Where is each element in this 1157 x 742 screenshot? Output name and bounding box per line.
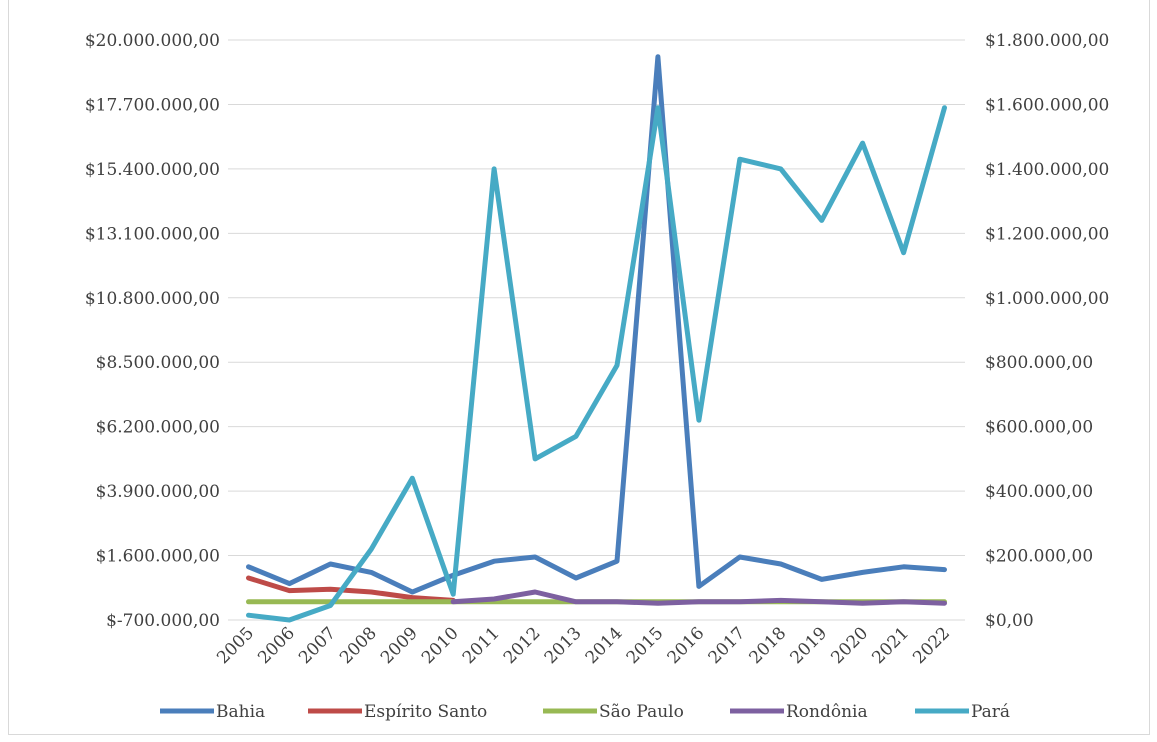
series-line-Pará (246, 105, 947, 623)
right-axis-tick-label: $1.000.000,00 (985, 289, 1109, 309)
x-axis-tick-label: 2008 (336, 623, 381, 668)
left-axis-tick-label: $20.000.000,00 (85, 31, 220, 51)
legend: Bahia Espírito Santo São Paulo Rondônia Pará (160, 702, 1010, 722)
left-axis-tick-label: $17.700.000,00 (85, 95, 220, 115)
right-axis-tick-label: $1.200.000,00 (985, 224, 1109, 244)
series-line-Rondônia (450, 589, 947, 606)
x-axis-tick-label: 2020 (827, 623, 872, 668)
chart-frame (8, 0, 1150, 735)
x-axis-tick-label: 2017 (705, 623, 750, 668)
x-axis-tick-label: 2011 (459, 623, 504, 668)
legend-label: Espírito Santo (364, 702, 487, 722)
x-axis-tick-label: 2014 (582, 623, 627, 668)
left-axis-tick-label: $13.100.000,00 (85, 224, 220, 244)
series-lines (246, 54, 947, 623)
x-axis-tick-label: 2018 (746, 623, 791, 668)
x-axis-tick-label: 2013 (541, 623, 586, 668)
left-axis-tick-label: $1.600.000,00 (96, 547, 220, 567)
left-axis-tick-label: $10.800.000,00 (85, 289, 220, 309)
series-line-Espírito Santo (246, 575, 456, 603)
right-axis-tick-label: $600.000,00 (985, 418, 1093, 438)
x-axis-tick-label: 2007 (295, 623, 340, 668)
legend-label: Rondônia (786, 702, 868, 722)
left-axis-tick-label: $8.500.000,00 (96, 353, 220, 373)
x-axis-tick-label: 2010 (418, 623, 463, 668)
right-axis-tick-label: $800.000,00 (985, 353, 1093, 373)
x-axis-tick-label: 2022 (909, 623, 954, 668)
right-axis-tick-label: $1.400.000,00 (985, 160, 1109, 180)
x-axis-tick-label: 2015 (623, 623, 668, 668)
left-axis-tick-label: $15.400.000,00 (85, 160, 220, 180)
legend-label: Bahia (216, 702, 265, 722)
right-axis-tick-label: $1.800.000,00 (985, 31, 1109, 51)
gridlines (228, 39, 965, 621)
x-axis-tick-label: 2016 (664, 623, 709, 668)
legend-label: Pará (971, 702, 1010, 722)
left-axis-tick-label: $3.900.000,00 (96, 482, 220, 502)
x-axis-tick-label: 2012 (500, 623, 545, 668)
right-axis-tick-label: $200.000,00 (985, 547, 1093, 567)
right-axis-tick-label: $0,00 (985, 611, 1034, 631)
left-axis-tick-label: $-700.000,00 (106, 611, 220, 631)
x-axis-tick-label: 2009 (377, 623, 422, 668)
right-axis-tick-label: $1.600.000,00 (985, 95, 1109, 115)
x-axis-tick-label: 2006 (254, 623, 299, 668)
x-axis-tick-label: 2019 (786, 623, 831, 668)
series-line-Bahia (246, 54, 947, 595)
x-axis-tick-label: 2021 (868, 623, 913, 668)
left-axis-tick-label: $6.200.000,00 (96, 418, 220, 438)
legend-label: São Paulo (599, 702, 684, 722)
x-axis-ticks: 2005200620072008200920102011201220132014… (213, 623, 954, 668)
right-axis-ticks: $0,00 $200.000,00 $400.000,00 $600.000,00 $8… (985, 31, 1109, 631)
left-axis-ticks: $-700.000,00 $1.600.000,00 $3.900.000,00 $6… (85, 31, 220, 631)
right-axis-tick-label: $400.000,00 (985, 482, 1093, 502)
